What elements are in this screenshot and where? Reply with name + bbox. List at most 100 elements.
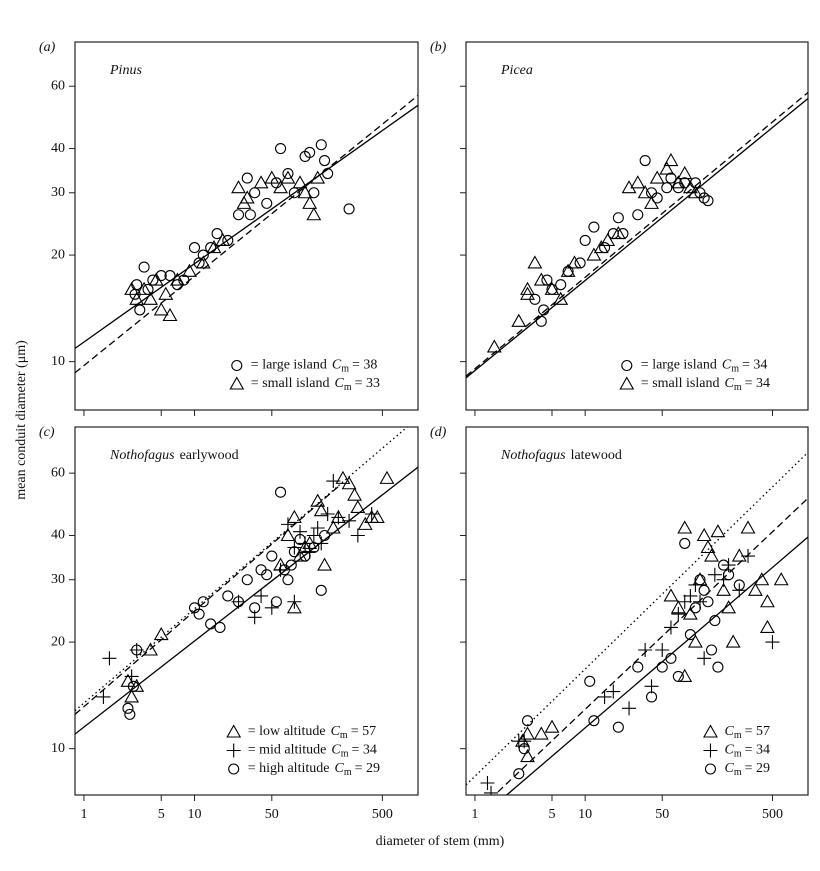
marker-circle <box>689 177 701 189</box>
legend-subscript: m <box>344 382 352 393</box>
marker-plus <box>96 689 111 704</box>
marker-circle <box>672 670 684 682</box>
legend-text: = small island <box>641 376 720 391</box>
marker-circle <box>632 661 644 673</box>
y-tick-label: 60 <box>51 78 65 93</box>
x-tick-label: 1 <box>80 807 87 822</box>
marker-circle <box>288 546 300 558</box>
legend-entry: = small island Cm = 34 <box>641 376 770 393</box>
marker-circle <box>632 209 644 221</box>
marker-circle <box>723 569 735 581</box>
panel-title: Picea <box>500 63 533 78</box>
marker-triangle <box>649 170 665 184</box>
marker-triangle <box>369 509 385 523</box>
fit-line <box>466 97 808 379</box>
marker-plus <box>517 734 532 749</box>
panel-label: (d) <box>430 425 447 440</box>
x-axis-label: diameter of stem (mm) <box>376 834 505 849</box>
legend-entry: Cm = 57 <box>724 724 770 741</box>
marker-circle <box>294 533 306 545</box>
marker-circle <box>231 359 243 372</box>
marker-plus <box>350 528 365 543</box>
legend-symbol: C <box>331 724 341 739</box>
marker-plus <box>622 701 637 716</box>
marker-triangle <box>610 225 626 240</box>
title-species: Nothofagus <box>500 448 566 463</box>
marker-plus <box>480 776 495 791</box>
x-tick-label: 10 <box>188 807 202 822</box>
marker-circle <box>197 249 209 261</box>
marker-circle <box>315 139 327 151</box>
legend-symbol: C <box>722 358 732 373</box>
marker-triangle <box>158 286 174 300</box>
marker-plus <box>677 594 692 609</box>
marker-triangle <box>379 470 395 484</box>
legend-text: = small island <box>251 376 330 391</box>
marker-circle <box>579 234 591 246</box>
y-tick-label: 20 <box>51 247 65 262</box>
marker-plus <box>655 642 670 657</box>
marker-triangle <box>644 195 659 209</box>
marker-triangle <box>195 255 211 269</box>
marker-plus <box>254 588 269 603</box>
marker-plus <box>287 540 302 555</box>
marker-triangle <box>659 161 675 175</box>
marker-triangle <box>759 594 775 608</box>
marker-circle <box>684 629 696 641</box>
marker-triangle <box>350 499 366 514</box>
marker-triangle <box>143 291 158 305</box>
fit-line <box>75 94 418 374</box>
marker-circle <box>232 209 245 221</box>
marker-circle <box>518 743 530 755</box>
marker-triangle <box>773 572 789 586</box>
legend-suffix: = 33 <box>355 376 380 391</box>
x-tick-label: 500 <box>762 807 783 822</box>
legend-text: = high altitude <box>248 761 330 776</box>
marker-plus <box>102 651 117 666</box>
x-tick-label: 5 <box>548 807 555 822</box>
marker-triangle <box>286 509 302 523</box>
plot-area <box>466 91 808 379</box>
marker-circle <box>138 261 150 273</box>
legend-symbol: C <box>331 743 341 758</box>
marker-plus <box>320 507 335 522</box>
marker-circle <box>639 154 651 167</box>
legend: = large island Cm = 34= small island Cm = 34 <box>619 358 770 393</box>
marker-circle <box>702 596 714 608</box>
legend-suffix: = 34 <box>745 743 770 758</box>
marker-triangle <box>136 281 152 295</box>
y-tick-label: 40 <box>51 528 65 543</box>
marker-triangle <box>162 307 178 322</box>
marker-plus <box>707 567 722 582</box>
legend-subscript: m <box>734 730 742 741</box>
marker-triangle <box>637 185 653 199</box>
marker-triangle <box>677 668 693 682</box>
marker-circle <box>718 559 730 571</box>
marker-triangle <box>215 232 231 246</box>
legend-text: = large island <box>251 358 327 373</box>
marker-triangle <box>231 180 246 194</box>
marker-circle <box>308 541 320 554</box>
marker-circle <box>228 763 240 775</box>
marker-triangle <box>124 689 140 703</box>
y-tick-label: 40 <box>51 141 65 156</box>
marker-plus <box>326 474 341 489</box>
marker-circle <box>275 486 287 498</box>
marker-triangle <box>273 180 288 194</box>
legend-suffix: = 34 <box>351 743 376 758</box>
legend-subscript: m <box>341 749 349 760</box>
x-tick-label: 5 <box>158 807 165 822</box>
marker-triangle <box>567 255 582 269</box>
y-axis-label: mean conduit diameter (μm) <box>14 340 29 500</box>
marker-triangle <box>280 170 296 184</box>
marker-circle <box>249 187 261 199</box>
marker-circle <box>705 644 718 656</box>
marker-triangle <box>682 606 698 620</box>
marker-triangle <box>527 255 543 269</box>
marker-circle <box>299 550 311 562</box>
x-tick-label: 10 <box>578 807 592 822</box>
marker-triangle <box>710 524 726 538</box>
marker-triangle <box>153 302 169 316</box>
y-tick-label: 30 <box>51 572 65 587</box>
